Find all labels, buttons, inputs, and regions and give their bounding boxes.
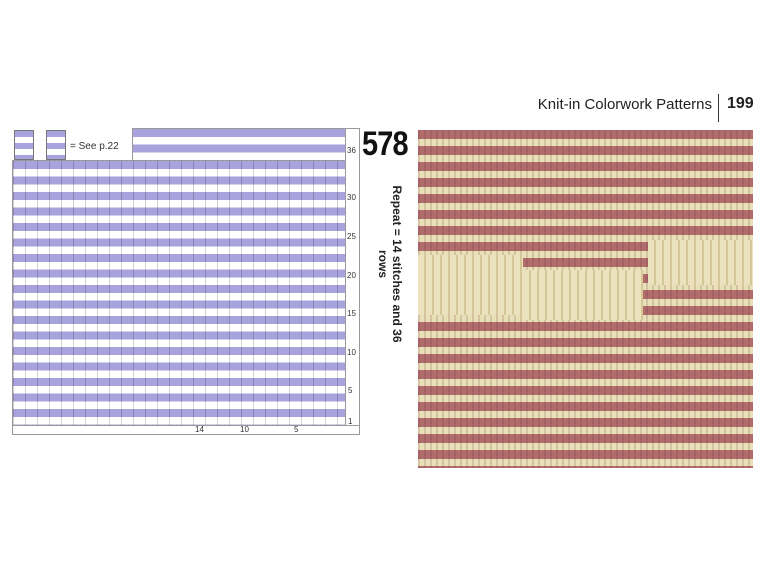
row-label: 36 bbox=[347, 146, 356, 155]
row-label: 10 bbox=[347, 348, 356, 357]
pattern-number: 578 bbox=[362, 125, 409, 163]
swatch-motif bbox=[648, 240, 753, 285]
legend-symbol bbox=[46, 130, 66, 160]
row-label: 30 bbox=[347, 193, 356, 202]
column-label: 10 bbox=[240, 425, 249, 434]
swatch-photo bbox=[418, 130, 753, 468]
legend-note: = See p.22 bbox=[70, 141, 119, 152]
swatch-motif bbox=[418, 255, 523, 315]
column-label: 14 bbox=[195, 425, 204, 434]
legend-symbol bbox=[14, 130, 34, 160]
separator bbox=[718, 94, 719, 122]
chart-grid bbox=[132, 128, 347, 162]
row-label: 15 bbox=[347, 309, 356, 318]
row-label: 5 bbox=[348, 386, 353, 395]
row-label: 20 bbox=[347, 271, 356, 280]
repeat-note: Repeat = 14 stitches and 36 rows bbox=[376, 185, 404, 343]
chart-grid bbox=[12, 160, 347, 427]
column-label: 5 bbox=[294, 425, 299, 434]
section-title: Knit-in Colorwork Patterns bbox=[537, 96, 712, 113]
row-label: 1 bbox=[348, 417, 353, 426]
row-label: 25 bbox=[347, 232, 356, 241]
chart-column-numbers bbox=[12, 425, 360, 435]
page-number: 199 bbox=[727, 95, 754, 112]
swatch-motif bbox=[523, 270, 643, 320]
